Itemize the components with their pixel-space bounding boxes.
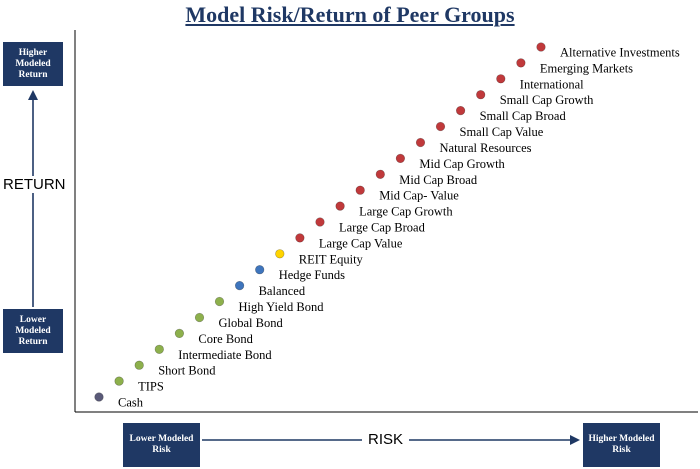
point-natural-resources bbox=[415, 137, 426, 148]
point-label: Mid Cap- Value bbox=[379, 189, 459, 203]
point-label: Mid Cap Growth bbox=[419, 157, 505, 171]
point-short-bond bbox=[134, 360, 144, 370]
point-small-cap-value bbox=[435, 121, 446, 132]
point-large-cap-growth bbox=[335, 201, 345, 211]
point-mid-cap-broad bbox=[375, 169, 385, 179]
point-mid-cap-value bbox=[355, 185, 365, 195]
point-large-cap-broad bbox=[315, 217, 325, 227]
point-label: Large Cap Broad bbox=[339, 221, 426, 235]
point-reit-equity bbox=[275, 249, 285, 259]
point-global-bond bbox=[194, 312, 205, 323]
point-label: High Yield Bond bbox=[239, 300, 325, 314]
lower-risk-label: Lower Modeled Risk bbox=[129, 434, 194, 455]
y-axis-label: RETURN bbox=[2, 176, 67, 193]
point-international bbox=[496, 74, 506, 84]
point-mid-cap-growth bbox=[395, 153, 406, 163]
point-small-cap-growth bbox=[476, 90, 486, 100]
point-label: Emerging Markets bbox=[540, 61, 633, 75]
point-label: Small Cap Broad bbox=[480, 109, 567, 123]
point-cash bbox=[94, 392, 104, 402]
point-tips bbox=[114, 376, 124, 386]
point-emerging-markets bbox=[516, 58, 526, 68]
higher-risk-box: Higher Modeled Risk bbox=[583, 423, 660, 467]
point-label: Balanced bbox=[259, 284, 306, 298]
lower-return-box: Lower Modeled Return bbox=[3, 309, 63, 353]
higher-return-box: Higher Modeled Return bbox=[3, 42, 63, 86]
point-high-yield-bond bbox=[214, 296, 225, 307]
point-label: REIT Equity bbox=[299, 252, 364, 266]
point-label: Natural Resources bbox=[440, 141, 532, 155]
point-label: Global Bond bbox=[219, 316, 284, 330]
point-label: Cash bbox=[118, 396, 144, 410]
lower-risk-box: Lower Modeled Risk bbox=[123, 423, 200, 467]
higher-risk-label: Higher Modeled Risk bbox=[588, 434, 655, 455]
point-label: Core Bond bbox=[198, 332, 253, 346]
point-label: Short Bond bbox=[158, 364, 216, 378]
point-hedge-funds bbox=[255, 265, 265, 275]
point-label: International bbox=[520, 77, 584, 91]
point-small-cap-broad bbox=[456, 105, 466, 116]
higher-return-label: Higher Modeled Return bbox=[15, 47, 51, 80]
point-label: TIPS bbox=[138, 380, 164, 394]
lower-return-label: Lower Modeled Return bbox=[15, 314, 51, 347]
chart-title: Model Risk/Return of Peer Groups bbox=[185, 2, 515, 27]
point-label: Intermediate Bond bbox=[178, 348, 272, 362]
point-large-cap-value bbox=[295, 233, 305, 243]
point-label: Alternative Investments bbox=[560, 46, 680, 60]
point-intermediate-bond bbox=[154, 344, 164, 354]
x-axis-label: RISK bbox=[362, 431, 410, 448]
point-core-bond bbox=[174, 328, 184, 339]
point-balanced bbox=[235, 281, 245, 291]
point-label: Small Cap Value bbox=[460, 125, 544, 139]
point-label: Large Cap Growth bbox=[359, 205, 453, 219]
point-alternative-investments bbox=[536, 42, 546, 52]
point-label: Small Cap Growth bbox=[500, 93, 594, 107]
point-label: Mid Cap Broad bbox=[399, 173, 478, 187]
point-label: Hedge Funds bbox=[279, 268, 345, 282]
point-label: Large Cap Value bbox=[319, 236, 403, 250]
